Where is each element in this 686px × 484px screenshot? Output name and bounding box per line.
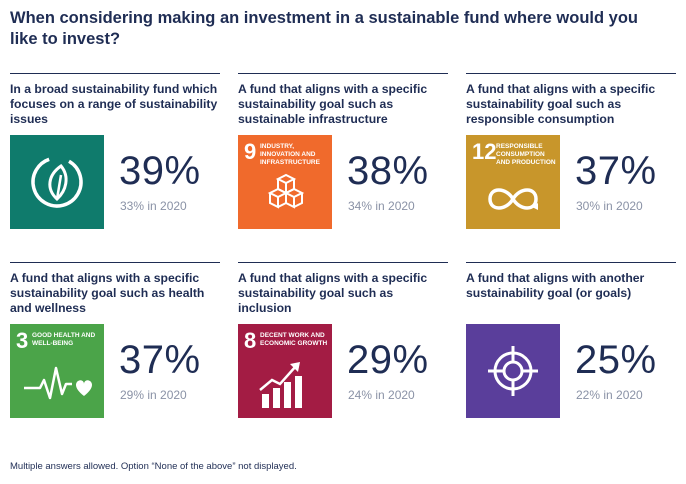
answer-card-infrastructure: A fund that aligns with a specific susta… [238, 73, 448, 263]
divider [10, 73, 220, 74]
percent-value: 38% [347, 149, 429, 193]
answer-label: A fund that aligns with a specific susta… [10, 271, 205, 315]
goal-title: Industry, innovation and infrastructure [260, 143, 320, 166]
divider [238, 73, 448, 74]
answer-label: In a broad sustainability fund which foc… [10, 82, 218, 126]
prior-year-value: 22% in 2020 [576, 388, 643, 402]
goal-number: 9 [244, 139, 257, 164]
prior-year-value: 30% in 2020 [576, 199, 643, 213]
question-heading: When considering making an investment in… [10, 9, 639, 48]
leaf-circle-icon [10, 135, 104, 229]
sdg-8-growth-chart-icon: 8 Decent work and economic growth [238, 324, 332, 418]
percent-value: 37% [119, 338, 201, 382]
divider [238, 262, 448, 263]
goal-title: Good health and well-being [32, 332, 96, 347]
target-crosshair-icon [466, 324, 560, 418]
answer-card-health: A fund that aligns with a specific susta… [10, 262, 220, 452]
sdg-3-heartbeat-icon: 3 Good health and well-being [10, 324, 104, 418]
percent-value: 29% [347, 338, 429, 382]
divider [466, 73, 676, 74]
divider [10, 262, 220, 263]
goal-number: 12 [472, 139, 497, 164]
divider [466, 262, 676, 263]
answer-label: A fund that aligns with a specific susta… [238, 271, 428, 315]
sdg-12-infinity-icon: 12 Responsible consumption and productio… [466, 135, 560, 229]
answer-card-consumption: A fund that aligns with a specific susta… [466, 73, 676, 263]
answer-label: A fund that aligns with a specific susta… [466, 82, 656, 126]
prior-year-value: 24% in 2020 [348, 388, 415, 402]
goal-title: Responsible consumption and production [496, 143, 556, 166]
prior-year-value: 29% in 2020 [120, 388, 187, 402]
answer-label: A fund that aligns with another sustaina… [466, 271, 645, 300]
percent-value: 37% [575, 149, 657, 193]
answer-card-broad: In a broad sustainability fund which foc… [10, 73, 220, 263]
percent-value: 39% [119, 149, 201, 193]
goal-title: Decent work and economic growth [260, 332, 328, 347]
percent-value: 25% [575, 338, 657, 382]
prior-year-value: 33% in 2020 [120, 199, 187, 213]
answer-label: A fund that aligns with a specific susta… [238, 82, 428, 126]
footnote: Multiple answers allowed. Option “None o… [10, 461, 297, 472]
answer-card-other-goal: A fund that aligns with another sustaina… [466, 262, 676, 452]
answer-card-inclusion: A fund that aligns with a specific susta… [238, 262, 448, 452]
goal-number: 3 [16, 328, 29, 353]
goal-number: 8 [244, 328, 257, 353]
sdg-9-cubes-icon: 9 Industry, innovation and infrastructur… [238, 135, 332, 229]
prior-year-value: 34% in 2020 [348, 199, 415, 213]
